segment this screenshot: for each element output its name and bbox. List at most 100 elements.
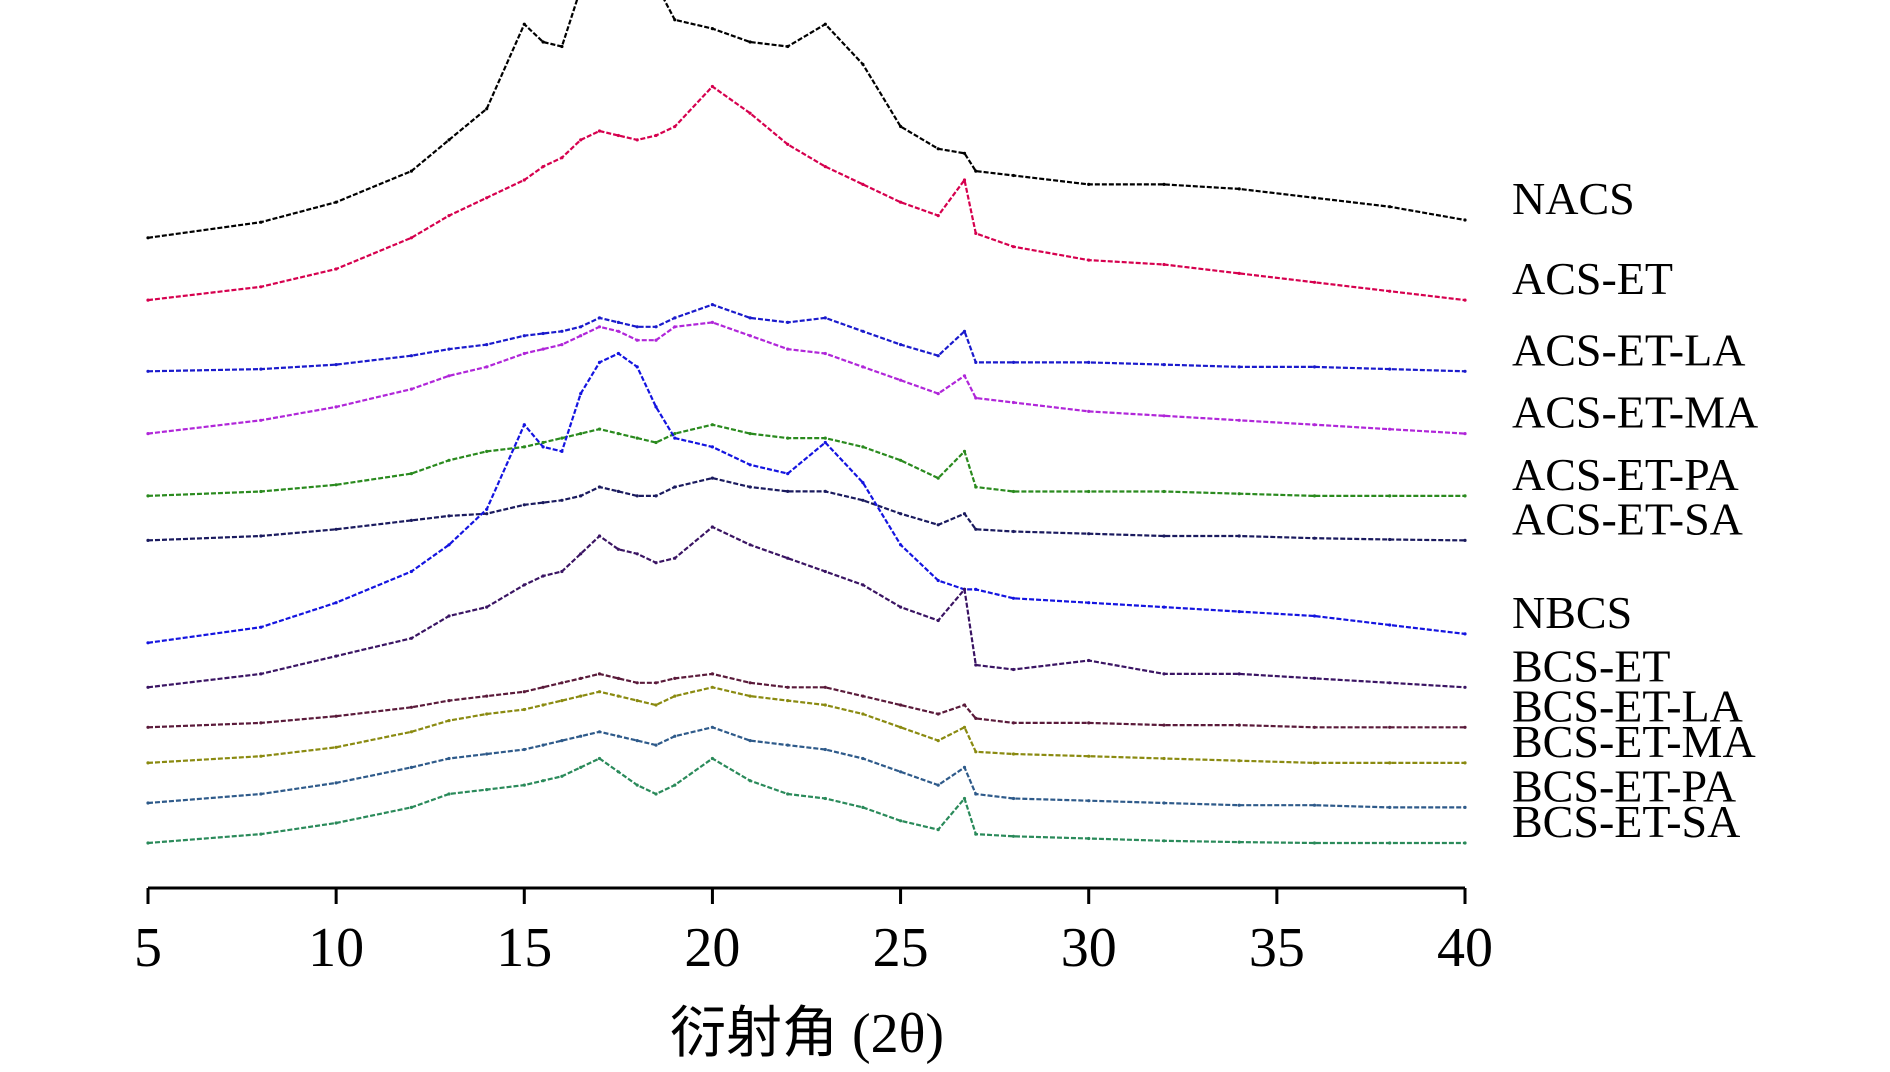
- data-point: [1312, 841, 1317, 845]
- data-point: [962, 725, 967, 729]
- data-point: [1463, 218, 1467, 222]
- data-point: [936, 523, 940, 527]
- data-point: [560, 681, 564, 685]
- data-point: [259, 418, 263, 422]
- data-point: [974, 750, 978, 754]
- legend-group: NACS ACS-ET ACS-ET-LA ACS-ET-MA ACS-ET-PAACS…: [1512, 173, 1758, 847]
- data-point: [485, 196, 489, 200]
- data-point: [1162, 839, 1166, 843]
- x-axis-title: 衍射角 (2θ): [670, 1003, 944, 1065]
- data-point: [541, 743, 545, 747]
- data-point: [447, 792, 451, 796]
- data-point: [861, 498, 865, 502]
- data-point: [579, 432, 583, 436]
- data-point: [710, 725, 715, 729]
- data-point: [334, 601, 338, 605]
- data-point: [409, 705, 413, 709]
- data-point: [861, 445, 865, 449]
- data-point: [1463, 369, 1467, 373]
- data-point: [974, 663, 978, 667]
- data-point: [485, 788, 489, 792]
- data-point: [936, 739, 940, 743]
- data-point: [146, 685, 150, 689]
- data-point: [259, 721, 263, 725]
- data-point: [962, 587, 967, 592]
- data-point: [447, 719, 451, 723]
- data-point: [541, 331, 545, 336]
- data-point: [1162, 605, 1166, 609]
- legend-label-acs-et-la: ACS-ET-LA: [1512, 324, 1745, 375]
- data-point: [1087, 658, 1091, 663]
- data-point: [710, 476, 715, 480]
- data-point: [823, 489, 827, 493]
- data-point: [146, 538, 150, 543]
- data-point: [962, 329, 967, 333]
- data-point: [560, 156, 564, 160]
- data-point: [334, 821, 338, 825]
- data-point: [1087, 754, 1091, 758]
- data-point: [673, 485, 677, 489]
- data-point: [1388, 367, 1392, 371]
- data-point: [447, 214, 451, 218]
- data-point: [654, 440, 658, 445]
- data-point: [447, 699, 451, 703]
- data-point: [447, 138, 451, 142]
- data-point: [146, 369, 150, 373]
- data-point: [409, 354, 413, 358]
- data-point: [1312, 423, 1317, 427]
- data-point: [334, 200, 338, 204]
- data-point: [1388, 537, 1392, 542]
- data-point: [1011, 245, 1016, 249]
- data-point: [673, 125, 677, 129]
- data-point: [654, 325, 658, 329]
- data-point: [936, 392, 940, 396]
- data-point: [1312, 803, 1317, 807]
- legend-label-nacs: NACS: [1512, 173, 1635, 224]
- data-point: [823, 569, 827, 574]
- data-point: [635, 325, 639, 329]
- data-point: [1388, 805, 1392, 810]
- data-point: [710, 672, 715, 676]
- data-point: [710, 525, 715, 529]
- data-point: [936, 147, 940, 151]
- data-point: [974, 832, 978, 836]
- data-point: [748, 111, 752, 115]
- data-point: [861, 481, 865, 485]
- series-line-bcs-et-la: [147, 672, 1465, 729]
- data-point: [861, 756, 865, 761]
- data-point: [936, 214, 940, 218]
- data-point: [654, 703, 658, 707]
- data-point: [259, 625, 263, 629]
- data-point: [334, 405, 338, 409]
- data-point: [936, 712, 940, 716]
- data-point: [673, 694, 677, 698]
- data-point: [654, 681, 658, 685]
- data-point: [334, 483, 338, 487]
- x-tick-label: 20: [684, 917, 740, 979]
- series-line-bcs-et-pa: [147, 726, 1465, 809]
- data-point: [616, 432, 621, 436]
- data-point: [560, 699, 564, 703]
- data-point: [1463, 805, 1467, 810]
- data-point: [861, 365, 865, 369]
- data-point: [616, 770, 621, 774]
- data-point: [409, 765, 413, 770]
- data-point: [334, 527, 338, 531]
- data-point: [710, 445, 715, 449]
- data-point: [522, 334, 526, 338]
- data-point: [823, 165, 827, 169]
- data-point: [823, 351, 827, 356]
- data-point: [786, 347, 790, 351]
- data-point: [710, 423, 715, 427]
- data-point: [786, 44, 790, 49]
- data-point: [1463, 298, 1467, 302]
- data-point: [485, 752, 489, 756]
- data-point: [1162, 756, 1166, 761]
- legend-label-acs-et-ma: ACS-ET-MA: [1512, 387, 1758, 438]
- data-point: [616, 320, 621, 324]
- data-point: [597, 360, 602, 364]
- data-point: [541, 703, 545, 707]
- data-point: [1388, 205, 1392, 209]
- data-point: [616, 133, 621, 138]
